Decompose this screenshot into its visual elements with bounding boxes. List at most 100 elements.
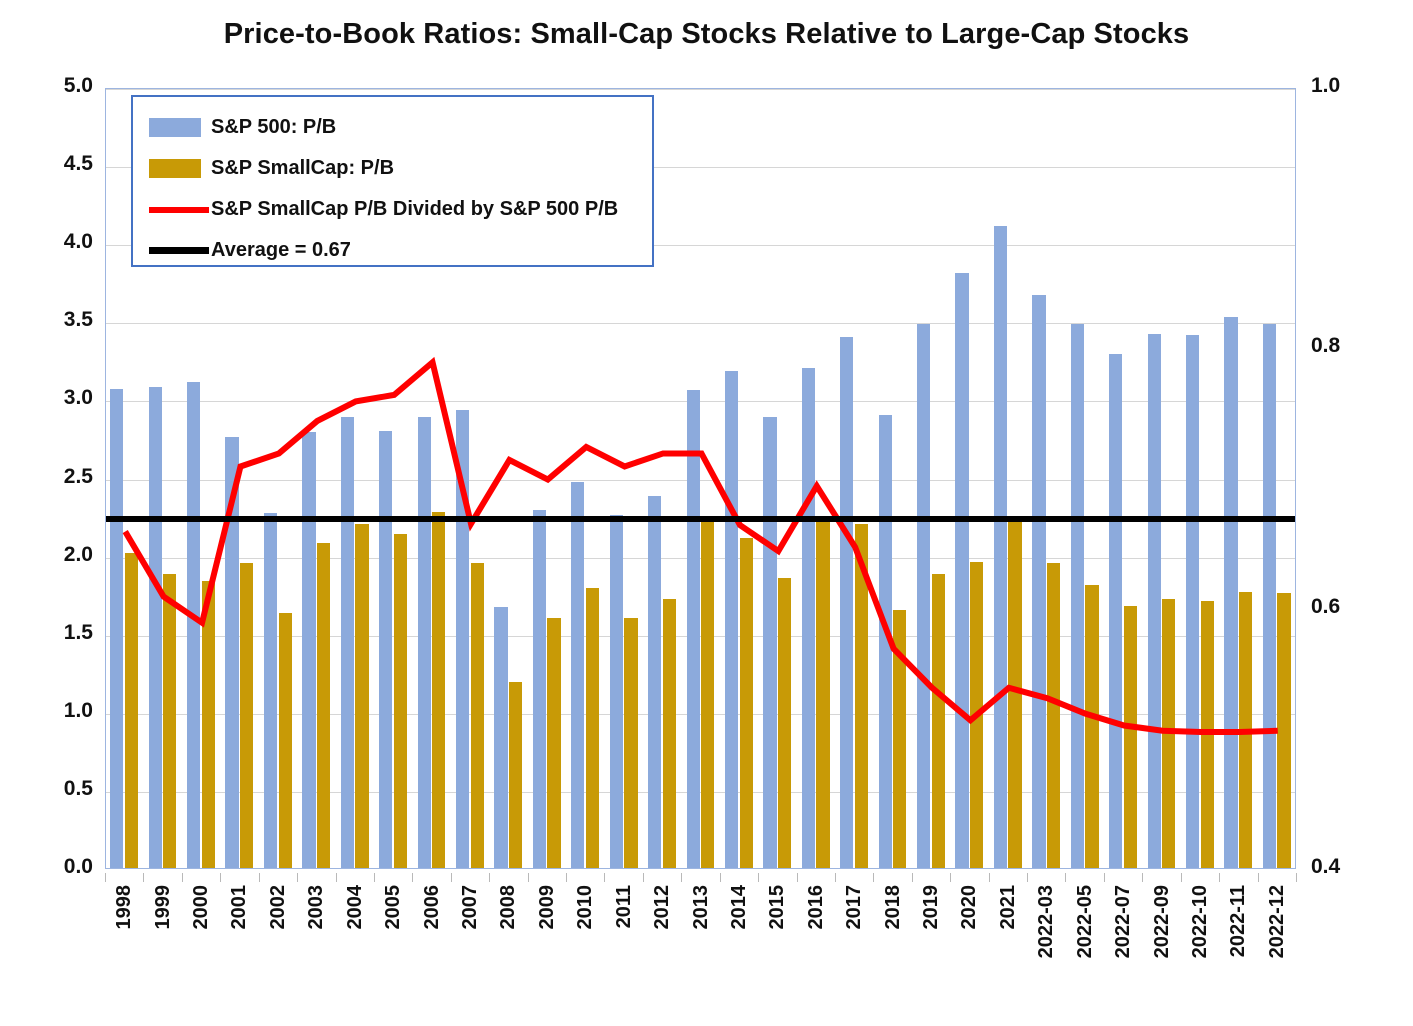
bar-smallcap[interactable] xyxy=(432,511,446,868)
y-axis-left-tick: 2.5 xyxy=(63,464,93,488)
bar-sp500[interactable] xyxy=(993,226,1008,868)
bar-sp500[interactable] xyxy=(417,416,431,868)
bar-smallcap[interactable] xyxy=(355,524,369,868)
bar-sp500[interactable] xyxy=(609,515,623,868)
bar-sp500[interactable] xyxy=(494,607,508,868)
bar-sp500[interactable] xyxy=(571,482,585,868)
legend-line-icon xyxy=(149,247,209,254)
bar-sp500[interactable] xyxy=(1032,294,1046,868)
bar-smallcap[interactable] xyxy=(278,613,292,868)
bar-smallcap[interactable] xyxy=(854,524,869,868)
bar-smallcap[interactable] xyxy=(1085,585,1099,868)
bar-smallcap[interactable] xyxy=(585,588,600,868)
bar-group xyxy=(452,89,490,868)
bar-smallcap[interactable] xyxy=(1123,605,1137,868)
x-axis-label: 2014 xyxy=(727,885,750,930)
bar-smallcap[interactable] xyxy=(470,563,484,868)
bar-smallcap[interactable] xyxy=(777,577,792,868)
legend-label: S&P SmallCap: P/B xyxy=(211,157,395,179)
bar-smallcap[interactable] xyxy=(1277,593,1291,868)
bar-sp500[interactable] xyxy=(532,510,547,868)
x-axis-tick xyxy=(1257,873,1259,882)
x-axis-tick xyxy=(1296,873,1297,882)
bar-smallcap[interactable] xyxy=(1008,521,1022,868)
legend-swatch-icon xyxy=(149,118,201,137)
bar-sp500[interactable] xyxy=(763,416,777,868)
bar-sp500[interactable] xyxy=(263,513,278,868)
bar-group xyxy=(413,89,451,868)
legend-label: S&P 500: P/B xyxy=(211,116,337,138)
bar-smallcap[interactable] xyxy=(124,552,139,868)
bar-smallcap[interactable] xyxy=(316,543,331,868)
bar-sp500[interactable] xyxy=(455,410,470,868)
bar-group xyxy=(183,89,221,868)
x-axis-tick xyxy=(604,873,606,882)
bar-sp500[interactable] xyxy=(648,496,662,868)
x-axis-tick xyxy=(1180,873,1182,882)
bar-group xyxy=(490,89,528,868)
bar-sp500[interactable] xyxy=(878,415,892,868)
bar-sp500[interactable] xyxy=(1109,354,1123,868)
bar-sp500[interactable] xyxy=(686,390,700,868)
bar-smallcap[interactable] xyxy=(931,574,945,868)
gridline xyxy=(106,167,1295,169)
bar-group xyxy=(375,89,413,868)
legend-swatch-icon xyxy=(149,159,201,178)
bar-smallcap[interactable] xyxy=(893,610,907,868)
bar-smallcap[interactable] xyxy=(201,580,215,868)
x-axis-tick xyxy=(527,873,529,882)
x-axis-label: 1998 xyxy=(113,885,136,930)
bar-sp500[interactable] xyxy=(187,382,201,868)
x-axis-tick xyxy=(105,873,106,882)
bar-smallcap[interactable] xyxy=(240,563,254,868)
bar-sp500[interactable] xyxy=(148,386,162,868)
ratio-line-path xyxy=(122,356,1278,736)
bar-group xyxy=(759,89,797,868)
bar-sp500[interactable] xyxy=(724,371,739,868)
bar-sp500[interactable] xyxy=(225,436,239,868)
bar-smallcap[interactable] xyxy=(816,521,830,868)
bar-smallcap[interactable] xyxy=(163,574,177,868)
y-axis-left-tick: 2.0 xyxy=(63,542,93,566)
bar-sp500[interactable] xyxy=(1147,333,1161,868)
bar-sp500[interactable] xyxy=(1070,324,1084,868)
bar-smallcap[interactable] xyxy=(509,682,523,868)
x-axis-label: 2008 xyxy=(497,885,520,930)
bar-sp500[interactable] xyxy=(302,432,316,868)
bar-sp500[interactable] xyxy=(340,416,354,868)
x-axis-tick xyxy=(681,873,683,882)
bar-smallcap[interactable] xyxy=(739,538,753,868)
x-axis-tick xyxy=(1142,873,1144,882)
bar-smallcap[interactable] xyxy=(662,599,676,868)
x-axis-label: 2003 xyxy=(305,885,328,930)
bar-smallcap[interactable] xyxy=(547,618,561,868)
ratio-line-svg xyxy=(122,356,1278,736)
bar-group xyxy=(144,89,182,868)
legend-item[interactable]: S&P 500: P/B xyxy=(133,107,652,148)
bar-sp500[interactable] xyxy=(840,336,854,868)
bar-smallcap[interactable] xyxy=(701,521,715,868)
x-axis-tick xyxy=(566,873,568,882)
bar-sp500[interactable] xyxy=(110,388,124,868)
x-axis-label: 2010 xyxy=(574,885,597,930)
bar-sp500[interactable] xyxy=(379,430,393,868)
y-axis-left-tick: 1.5 xyxy=(63,620,93,644)
x-axis-tick xyxy=(796,873,798,882)
x-axis-label: 2020 xyxy=(958,885,981,930)
x-axis-label: 2009 xyxy=(535,885,558,930)
bar-smallcap[interactable] xyxy=(393,533,408,868)
gridline xyxy=(106,713,1295,715)
legend-item[interactable]: S&P SmallCap: P/B xyxy=(133,148,652,189)
legend-item[interactable]: Average = 0.67 xyxy=(133,230,652,271)
x-axis-tick xyxy=(758,873,760,882)
bar-sp500[interactable] xyxy=(1185,335,1200,868)
y-axis-left-tick: 4.0 xyxy=(63,230,93,254)
bar-group xyxy=(529,89,567,868)
legend-item[interactable]: S&P SmallCap P/B Divided by S&P 500 P/B xyxy=(133,189,652,230)
bar-sp500[interactable] xyxy=(917,324,931,868)
bar-smallcap[interactable] xyxy=(1046,563,1061,868)
bar-smallcap[interactable] xyxy=(624,618,638,868)
x-axis-tick xyxy=(450,873,452,882)
x-axis-label: 2022-11 xyxy=(1227,885,1250,958)
